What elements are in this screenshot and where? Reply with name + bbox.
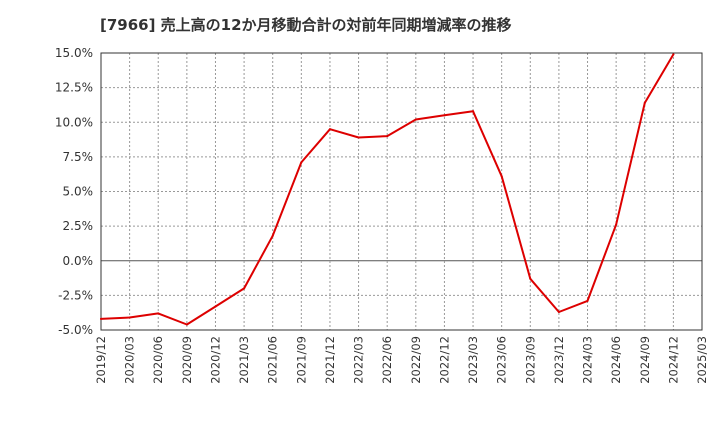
y-tick-label: 12.5% — [55, 81, 93, 95]
x-tick-label: 2022/03 — [352, 336, 366, 384]
data-point — [328, 128, 331, 131]
data-point — [100, 317, 102, 320]
x-tick-label: 2022/06 — [380, 336, 394, 384]
data-point — [243, 287, 246, 290]
x-tick-label: 2022/12 — [437, 336, 451, 384]
x-tick-label: 2023/06 — [495, 336, 509, 384]
chart-title: [7966] 売上高の12か月移動合計の対前年同期増減率の推移 — [100, 16, 512, 34]
x-tick-label: 2024/09 — [638, 336, 652, 384]
y-tick-label: 2.5% — [63, 219, 94, 233]
data-point — [185, 323, 188, 326]
y-tick-label: 0.0% — [63, 254, 94, 268]
x-tick-label: 2020/12 — [208, 336, 222, 384]
x-tick-label: 2023/09 — [523, 336, 537, 384]
x-tick-label: 2021/12 — [323, 336, 337, 384]
data-point — [529, 277, 532, 280]
x-tick-label: 2023/12 — [552, 336, 566, 384]
x-tick-label: 2021/06 — [266, 336, 280, 384]
y-tick-label: 5.0% — [63, 185, 94, 199]
x-tick-label: 2025/03 — [695, 336, 709, 384]
series-layer — [100, 53, 675, 326]
axis-layer: 15.0% 12.5% 10.0% 7.5% 5.0% 2.5% 0.0% -2.5% -5.0… — [55, 46, 709, 384]
data-point — [300, 161, 303, 164]
data-point — [557, 310, 560, 313]
data-point — [472, 110, 475, 113]
x-tick-label: 2024/06 — [609, 336, 623, 384]
y-tick-label: -2.5% — [58, 288, 93, 302]
data-point — [615, 223, 618, 226]
data-point — [643, 101, 646, 104]
data-point — [672, 53, 675, 56]
grid-layer — [100, 52, 703, 331]
data-point — [157, 312, 160, 315]
x-tick-label: 2023/03 — [466, 336, 480, 384]
x-tick-label: 2024/12 — [666, 336, 680, 384]
data-point — [414, 118, 417, 121]
x-tick-label: 2021/09 — [294, 336, 308, 384]
data-point — [357, 136, 360, 139]
x-tick-label: 2020/06 — [151, 336, 165, 384]
x-tick-label: 2020/03 — [123, 336, 137, 384]
data-point — [586, 299, 589, 302]
x-tick-label: 2019/12 — [94, 336, 108, 384]
y-tick-label: 7.5% — [63, 150, 94, 164]
x-tick-label: 2024/03 — [581, 336, 595, 384]
data-point — [443, 114, 446, 117]
data-point — [500, 175, 503, 178]
x-tick-label: 2021/03 — [237, 336, 251, 384]
data-point — [214, 305, 217, 308]
x-tick-label: 2022/09 — [409, 336, 423, 384]
plot-frame — [100, 52, 703, 331]
y-tick-label: 10.0% — [55, 115, 93, 129]
y-tick-label: -5.0% — [58, 323, 93, 337]
data-point — [128, 316, 131, 319]
x-tick-label: 2020/09 — [180, 336, 194, 384]
data-point — [386, 135, 389, 138]
data-point — [271, 234, 274, 237]
y-tick-label: 15.0% — [55, 46, 93, 60]
